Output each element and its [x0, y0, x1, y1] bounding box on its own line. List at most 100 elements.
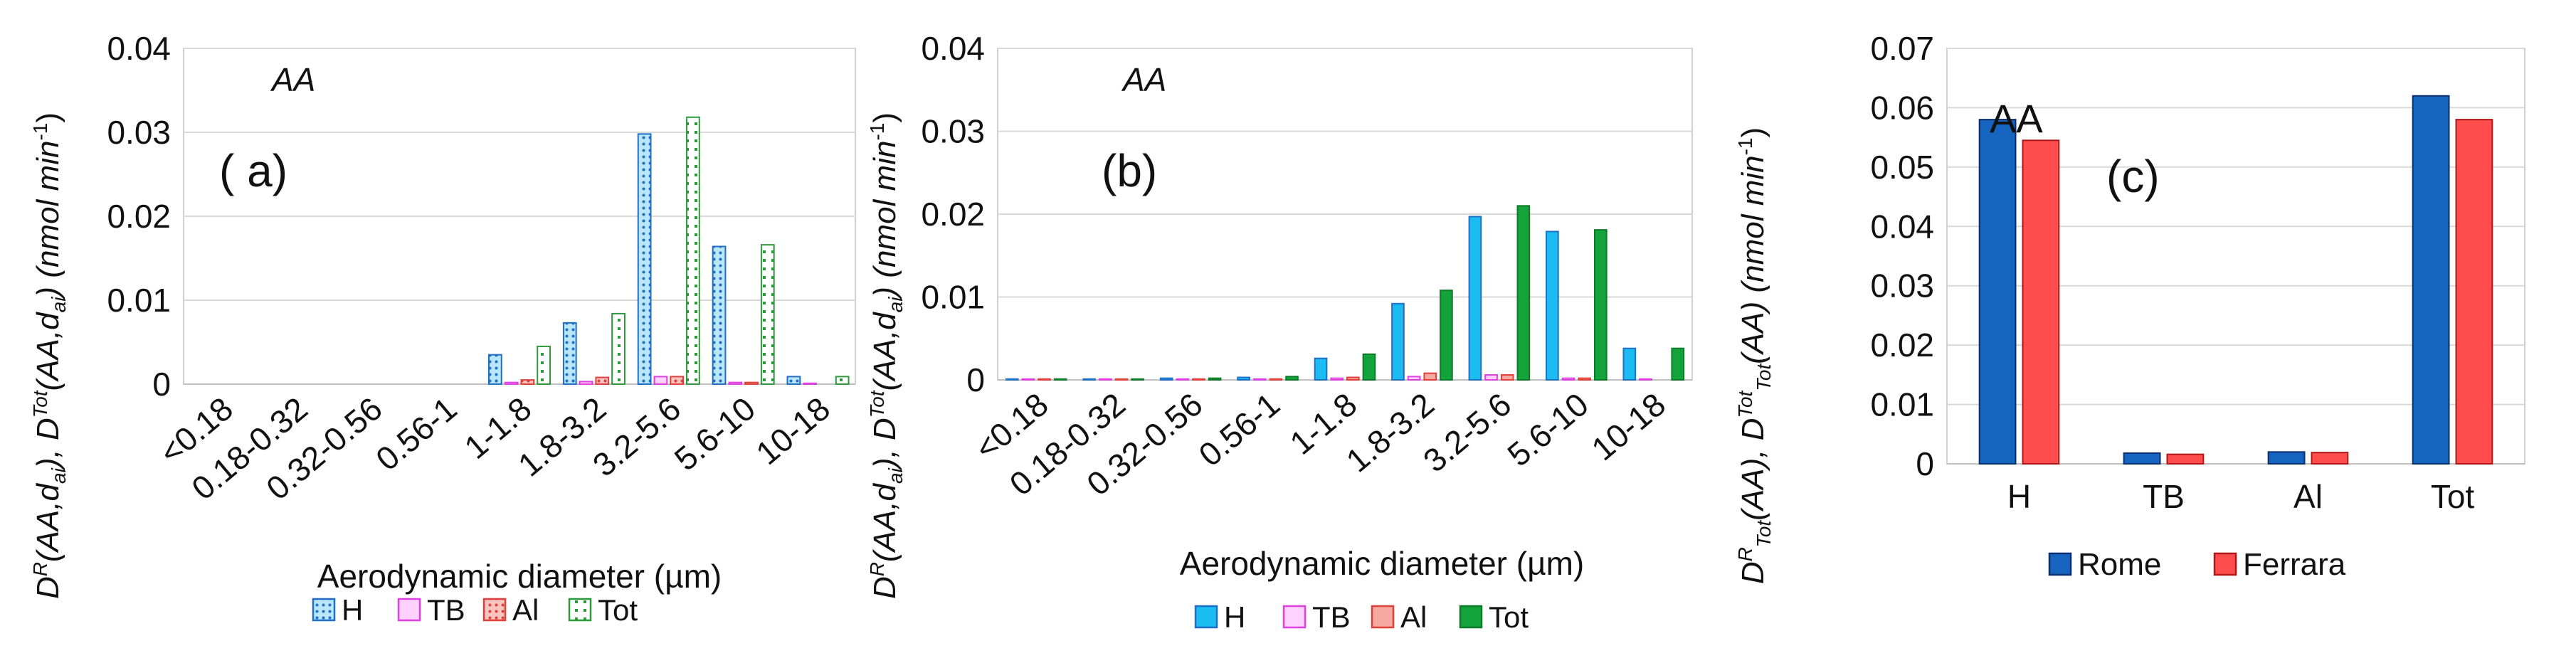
y-tick-label: 0.06	[1870, 89, 1934, 126]
bar-tb-b	[1561, 377, 1575, 381]
x-tick-label: 0.56-1	[369, 390, 463, 478]
bar-h-a	[487, 354, 502, 386]
bar-h-b	[1237, 376, 1250, 381]
bar-tb-a	[653, 376, 668, 386]
bar-tb-b	[1639, 378, 1652, 381]
bar-ferrara-c	[2455, 119, 2493, 465]
y-tick-label: 0	[1916, 445, 1934, 482]
bar-ferrara-c	[2022, 139, 2060, 465]
gridlines-a	[184, 48, 855, 301]
bar-tb-a	[579, 381, 593, 386]
bar-tb-b	[1021, 378, 1035, 381]
x-ticks-c: H TB Al Tot	[2007, 478, 2475, 515]
legend-label: Tot	[598, 593, 638, 627]
bar-tb-a	[803, 382, 818, 386]
legend-label: TB	[1312, 600, 1351, 634]
y-tick-label: 0.04	[1870, 208, 1934, 245]
legend-swatch	[1371, 605, 1395, 629]
y-axis-label-b: DR(AA,dai), DTot(AA,dai) (nmol min-1)	[866, 112, 907, 599]
bar-tot-b	[1516, 205, 1531, 381]
bar-al-a	[595, 376, 610, 385]
bars-a	[487, 116, 850, 386]
bar-h-a	[637, 133, 652, 386]
x-tick-label: 5.6-10	[1500, 386, 1595, 474]
y-tick-label: 0	[966, 361, 985, 398]
annotation-a: AA	[270, 61, 315, 98]
bar-rome-c	[2267, 451, 2306, 465]
bar-h-b	[1468, 216, 1482, 381]
panel-label-b: (b)	[1102, 145, 1157, 196]
x-tick-label: H	[2007, 478, 2031, 515]
x-tick-label: 3.2-5.6	[586, 390, 687, 484]
y-tick-label: 0.02	[1870, 327, 1934, 364]
bar-tb-b	[1176, 378, 1190, 381]
bar-al-b	[1578, 377, 1591, 381]
x-tick-label: 5.6-10	[667, 390, 762, 478]
bar-ferrara-c	[2311, 452, 2349, 465]
y-tick-label: 0.02	[107, 198, 171, 235]
y-tick-label: 0.03	[1870, 267, 1934, 304]
x-tick-label: Al	[2293, 478, 2323, 515]
bar-tot-b	[1208, 377, 1222, 381]
bar-tb-a	[728, 381, 743, 386]
x-tick-label: TB	[2143, 478, 2185, 515]
bar-tot-b	[1285, 376, 1299, 381]
y-axis-label-a: DR(AA,dai), DTot(AA,dai) (nmol min-1)	[29, 112, 70, 599]
legend-label: Tot	[1489, 600, 1529, 634]
x-tick-label: 1.8-3.2	[1339, 386, 1441, 479]
bar-rome-c	[1978, 119, 2017, 465]
x-tick-label: 10-18	[1585, 386, 1673, 467]
x-ticks-a: <0.180.18-0.320.32-0.560.56-11-1.81.8-3.…	[152, 390, 837, 507]
y-tick-label: 0.05	[1870, 149, 1934, 186]
bar-tot-a	[537, 345, 551, 385]
legend-swatch	[397, 598, 421, 622]
bar-h-b	[1391, 302, 1405, 381]
x-ticks-b: <0.180.18-0.320.32-0.560.56-11-1.81.8-3.…	[968, 386, 1672, 503]
x-tick-label: 0.56-1	[1192, 386, 1287, 474]
bar-ferrara-c	[2166, 453, 2205, 465]
annotation-c: AA	[1990, 96, 2043, 141]
bar-h-b	[1159, 377, 1173, 381]
y-tick-label: 0.04	[921, 30, 985, 67]
gridlines-b	[998, 48, 1692, 298]
x-tick-label: 10-18	[749, 390, 837, 472]
bar-rome-c	[2412, 95, 2450, 465]
y-tick-label: 0.01	[921, 279, 985, 316]
y-ticks-b: 0 0.01 0.02 0.03 0.04	[921, 30, 985, 398]
bars-b	[1005, 205, 1685, 381]
legend-c: Rome Ferrara	[2048, 547, 2346, 582]
bar-tb-b	[1252, 378, 1267, 381]
x-tick-label: 3.2-5.6	[1416, 386, 1518, 479]
bar-al-a	[670, 376, 685, 386]
bar-tot-b	[1362, 353, 1376, 381]
bar-al-b	[1038, 378, 1051, 381]
y-axis-label-c: DRTot(AA), DTotTot(AA) (nmol min-1)	[1734, 127, 1775, 584]
bar-tot-b	[1593, 229, 1608, 381]
legend-label: H	[342, 593, 363, 627]
y-tick-label: 0	[152, 366, 171, 403]
legend-swatch	[482, 598, 507, 622]
bar-al-a	[744, 381, 759, 386]
bar-tb-b	[1484, 374, 1498, 381]
legend-swatch	[1459, 605, 1483, 629]
y-tick-label: 0.01	[1870, 386, 1934, 423]
y-tick-label: 0.03	[921, 113, 985, 150]
bar-tb-a	[504, 381, 519, 386]
legend-b: H TB Al Tot	[1194, 600, 1529, 634]
bar-h-b	[1314, 357, 1328, 381]
panel-label-a: ( a)	[219, 145, 287, 196]
bar-tot-b	[1131, 378, 1144, 381]
bar-al-a	[520, 379, 535, 385]
bar-al-b	[1192, 378, 1205, 381]
bar-al-b	[1500, 374, 1514, 381]
legend-label: H	[1224, 600, 1245, 634]
bar-al-b	[1269, 378, 1283, 381]
bar-al-b	[1423, 372, 1437, 381]
y-tick-label: 0.07	[1870, 30, 1934, 67]
legend-label: Rome	[2078, 547, 2161, 582]
bar-h-b	[1005, 378, 1019, 381]
legend-swatch	[312, 598, 336, 622]
bar-tot-a	[686, 116, 700, 385]
annotation-b: AA	[1121, 61, 1166, 98]
